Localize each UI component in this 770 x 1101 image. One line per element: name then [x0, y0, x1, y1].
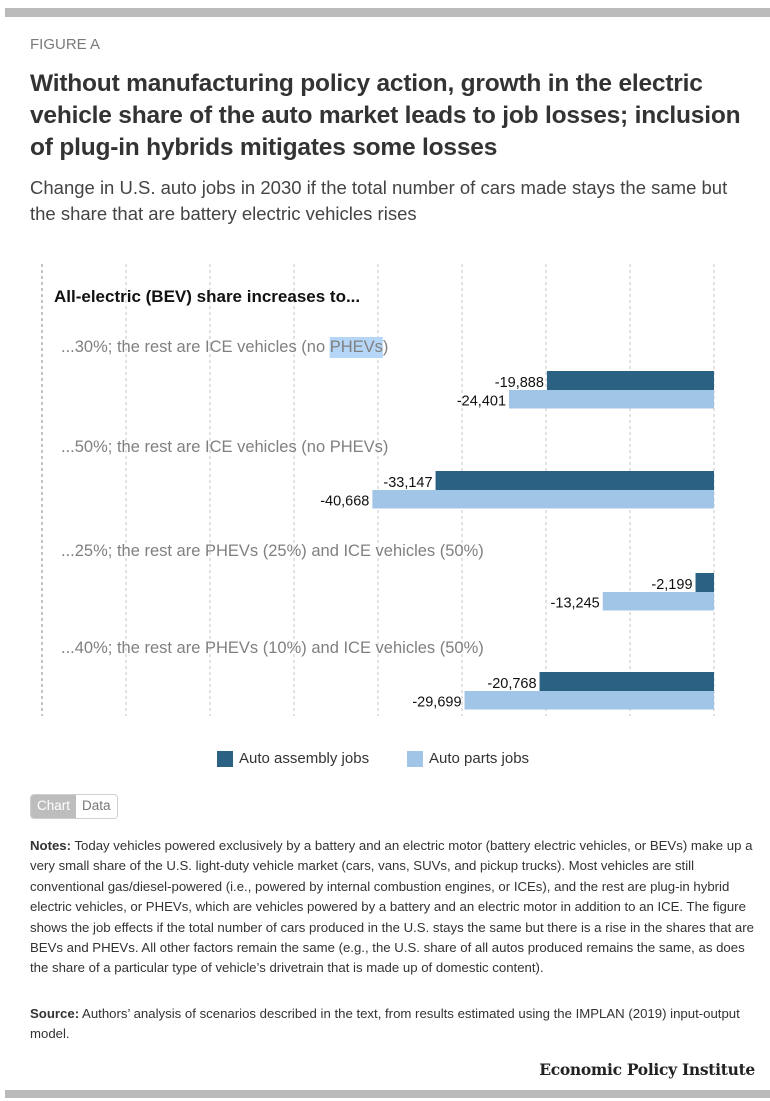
legend-swatch-assembly — [217, 750, 233, 767]
category-label: ...50%; the rest are ICE vehicles (no PH… — [61, 438, 388, 456]
legend-label-parts: Auto parts jobs — [429, 750, 530, 767]
data-label: -19,888 — [495, 375, 544, 391]
bar-group: ...40%; the rest are PHEVs (10%) and ICE… — [61, 639, 714, 711]
data-label: -24,401 — [457, 394, 506, 410]
chart-subtitle: Change in U.S. auto jobs in 2030 if the … — [30, 177, 728, 224]
view-toggle: Chart Data — [30, 794, 118, 819]
brand-logo: Economic Policy Institute — [539, 1060, 755, 1079]
category-label: ...25%; the rest are PHEVs (25%) and ICE… — [61, 542, 484, 560]
data-label: -2,199 — [651, 577, 692, 593]
bar-group: ...50%; the rest are ICE vehicles (no PH… — [61, 438, 714, 510]
figure-label: FIGURE A — [30, 36, 101, 53]
text-selection-highlight — [329, 337, 383, 358]
data-label: -13,245 — [551, 596, 600, 612]
source-text: Authors’ analysis of scenarios described… — [30, 1006, 740, 1042]
data-tab[interactable]: Data — [76, 795, 117, 818]
category-label: ...30%; the rest are ICE vehicles (no PH… — [61, 338, 388, 356]
bar-group: ...30%; the rest are ICE vehicles (no PH… — [61, 337, 714, 410]
bar-parts[interactable] — [509, 390, 714, 409]
notes: Notes: Today vehicles powered exclusivel… — [30, 836, 760, 979]
chart-title: Without manufacturing policy action, gro… — [30, 70, 741, 161]
bar-assembly[interactable] — [539, 672, 714, 691]
data-label: -29,699 — [412, 695, 461, 711]
data-label: -20,768 — [487, 676, 536, 692]
source: Source: Authors’ analysis of scenarios d… — [30, 1004, 760, 1045]
category-label: ...40%; the rest are PHEVs (10%) and ICE… — [61, 639, 484, 657]
bar-groups: ...30%; the rest are ICE vehicles (no PH… — [61, 337, 714, 711]
notes-label: Notes: — [30, 838, 72, 853]
notes-text: Today vehicles powered exclusively by a … — [30, 838, 754, 976]
chart-heading: All-electric (BEV) share increases to... — [54, 287, 360, 306]
bar-group: ...25%; the rest are PHEVs (25%) and ICE… — [61, 542, 714, 612]
bar-parts[interactable] — [602, 592, 714, 611]
source-label: Source: — [30, 1006, 80, 1021]
bar-chart: All-electric (BEV) share increases to...… — [41, 264, 715, 716]
bottom-border — [5, 1090, 770, 1098]
legend-label-assembly: Auto assembly jobs — [239, 750, 370, 767]
bar-assembly[interactable] — [546, 371, 714, 390]
data-label: -40,668 — [320, 494, 369, 510]
legend-item-parts[interactable]: Auto parts jobs — [407, 750, 529, 767]
bar-assembly[interactable] — [695, 573, 714, 592]
data-label: -33,147 — [383, 475, 432, 491]
bar-assembly[interactable] — [435, 471, 714, 490]
bar-parts[interactable] — [372, 490, 714, 509]
legend-item-assembly[interactable]: Auto assembly jobs — [217, 750, 369, 767]
bar-parts[interactable] — [464, 691, 714, 710]
chart-tab[interactable]: Chart — [31, 795, 77, 818]
legend-swatch-parts — [407, 750, 423, 767]
top-border — [5, 8, 770, 17]
legend: Auto assembly jobs Auto parts jobs — [0, 750, 770, 770]
